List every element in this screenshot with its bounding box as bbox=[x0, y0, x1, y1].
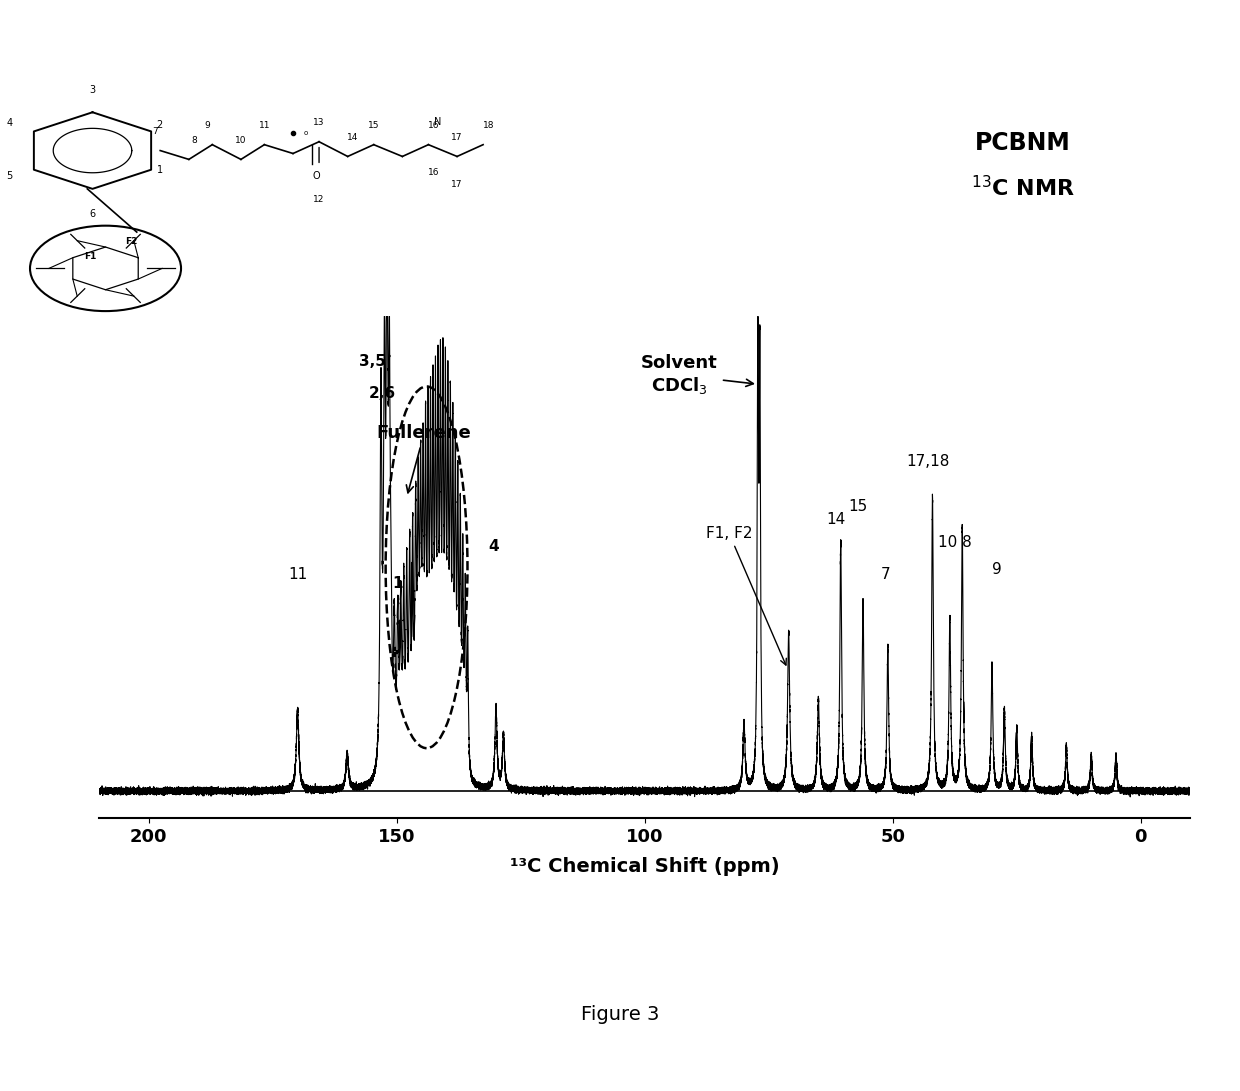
Text: 12: 12 bbox=[314, 194, 325, 204]
Text: 14: 14 bbox=[826, 513, 846, 527]
Text: 7: 7 bbox=[880, 566, 890, 582]
Text: F2: F2 bbox=[125, 238, 138, 247]
Text: 10: 10 bbox=[236, 135, 247, 145]
Text: 15: 15 bbox=[368, 121, 379, 130]
Text: 16: 16 bbox=[428, 121, 439, 130]
Text: 8: 8 bbox=[191, 135, 197, 145]
Text: Figure 3: Figure 3 bbox=[580, 1005, 660, 1024]
Text: 18: 18 bbox=[482, 121, 494, 130]
Text: 3,5: 3,5 bbox=[358, 355, 386, 369]
Text: O: O bbox=[312, 171, 320, 181]
Text: 7: 7 bbox=[153, 127, 157, 136]
Text: o: o bbox=[304, 130, 308, 136]
Text: 1: 1 bbox=[156, 165, 162, 175]
Text: 5: 5 bbox=[6, 170, 12, 180]
Text: 16: 16 bbox=[428, 168, 439, 177]
Text: 10 8: 10 8 bbox=[937, 535, 972, 550]
Text: 2,6: 2,6 bbox=[368, 386, 396, 400]
Text: 17,18: 17,18 bbox=[906, 454, 949, 469]
X-axis label: ¹³C Chemical Shift (ppm): ¹³C Chemical Shift (ppm) bbox=[510, 858, 780, 876]
Text: 9: 9 bbox=[992, 562, 1002, 577]
Text: 11: 11 bbox=[288, 566, 308, 582]
Text: 9: 9 bbox=[205, 121, 210, 130]
Text: 3: 3 bbox=[89, 85, 95, 95]
Text: $^{13}$C NMR: $^{13}$C NMR bbox=[971, 175, 1075, 200]
Text: 14: 14 bbox=[347, 133, 358, 142]
Text: 17: 17 bbox=[451, 180, 463, 189]
Text: 4: 4 bbox=[6, 118, 12, 128]
Text: 15: 15 bbox=[848, 499, 868, 514]
Text: 17: 17 bbox=[451, 133, 463, 142]
Text: 6: 6 bbox=[89, 209, 95, 219]
Text: Fullerene: Fullerene bbox=[377, 424, 471, 493]
Text: 1: 1 bbox=[393, 576, 403, 590]
Text: Solvent
CDCl$_3$: Solvent CDCl$_3$ bbox=[641, 355, 753, 396]
Text: N: N bbox=[434, 117, 441, 127]
Text: F1, F2: F1, F2 bbox=[706, 526, 786, 666]
Text: 13: 13 bbox=[314, 118, 325, 127]
Text: PCBNM: PCBNM bbox=[975, 131, 1071, 155]
Text: 2: 2 bbox=[156, 120, 162, 131]
Text: F1: F1 bbox=[84, 252, 95, 261]
Text: 4: 4 bbox=[489, 539, 498, 554]
Text: 11: 11 bbox=[259, 121, 270, 130]
